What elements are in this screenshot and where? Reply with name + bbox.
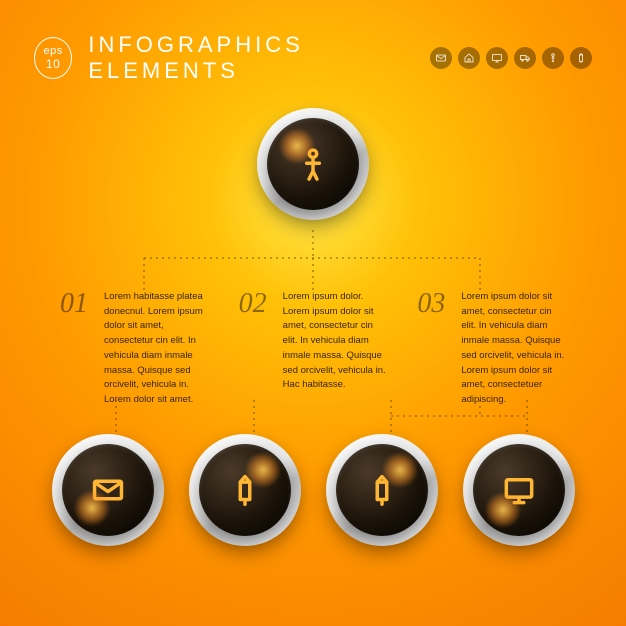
column-text: Lorem ipsum dolor. Lorem ipsum dolor sit… (283, 290, 388, 408)
column-3: 03 Lorem ipsum dolor sit amet, consectet… (417, 290, 566, 408)
envelope-icon (430, 47, 452, 69)
node-envelope (62, 444, 154, 536)
header: eps 10 INFOGRAPHICS ELEMENTS (34, 32, 592, 84)
column-1: 01 Lorem habitasse platea donecnul. Lore… (60, 290, 209, 408)
column-number: 03 (417, 290, 451, 408)
column-text: Lorem habitasse platea donecnul. Lorem i… (104, 290, 209, 408)
node-pencil-2 (336, 444, 428, 536)
lens-flare (245, 452, 281, 488)
lens-flare (279, 128, 315, 164)
monitor-icon (486, 47, 508, 69)
lens-flare (74, 490, 110, 526)
eps-badge-line1: eps (44, 46, 63, 57)
column-text: Lorem ipsum dolor sit amet, consectetur … (461, 290, 566, 408)
eps-badge-line2: 10 (46, 58, 60, 70)
eps-badge: eps 10 (34, 37, 72, 79)
column-2: 02 Lorem ipsum dolor. Lorem ipsum dolor … (239, 290, 388, 408)
lens-flare (485, 492, 521, 528)
pencil-icon (570, 47, 592, 69)
truck-icon (514, 47, 536, 69)
mini-icon-row (430, 47, 592, 69)
node-monitor (473, 444, 565, 536)
home-icon (458, 47, 480, 69)
text-columns: 01 Lorem habitasse platea donecnul. Lore… (60, 290, 566, 408)
lens-flare (382, 452, 418, 488)
person-icon (542, 47, 564, 69)
node-pencil-1 (199, 444, 291, 536)
page-title: INFOGRAPHICS ELEMENTS (88, 32, 430, 84)
column-number: 01 (60, 290, 94, 408)
column-number: 02 (239, 290, 273, 408)
node-top-person (267, 118, 359, 210)
